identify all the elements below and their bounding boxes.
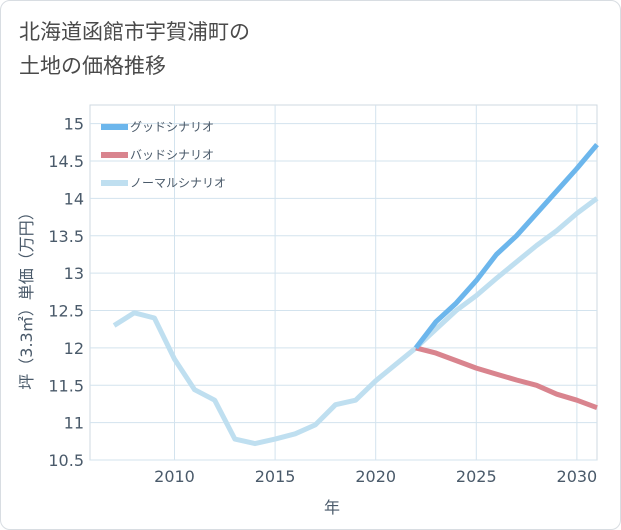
x-tick-label: 2020 [355,467,396,486]
legend-label-2: ノーマルシナリオ [130,176,226,190]
y-tick-label: 11 [64,414,84,433]
series-layer [112,142,599,447]
legend-label-0: グッドシナリオ [130,120,214,134]
y-tick-label: 15 [64,115,84,134]
y-tick-label: 12.5 [48,302,84,321]
x-tick-label: 2015 [255,467,296,486]
chart-title-line2: 土地の価格推移 [19,54,166,78]
y-tick-label: 11.5 [48,376,84,395]
chart-title-line1: 北海道函館市宇賀浦町の [19,20,250,44]
x-tick-label: 2010 [154,467,195,486]
y-axis-label: 坪（3.3㎡）単価（万円） [17,204,36,389]
x-tick-label: 2025 [456,467,497,486]
x-tick-labels: 2010 2015 2020 2025 2030 [154,467,597,486]
y-tick-label: 10.5 [48,451,84,470]
y-tick-label: 13.5 [48,227,84,246]
chart-title: 北海道函館市宇賀浦町の 土地の価格推移 [19,15,250,83]
y-tick-label: 13 [64,264,84,283]
x-axis-label: 年 [324,498,340,517]
y-tick-label: 14 [64,189,84,208]
y-tick-labels: 10.5 11 11.5 12 12.5 13 13.5 14 14.5 15 [48,115,84,470]
series-line-0 [413,142,599,350]
series-line-1 [415,345,598,411]
y-gridlines [90,123,597,461]
legend-label-1: バッドシナリオ [130,148,214,162]
series-line-2 [112,196,599,447]
y-tick-label: 14.5 [48,152,84,171]
x-tick-label: 2030 [557,467,598,486]
y-tick-label: 12 [64,339,84,358]
